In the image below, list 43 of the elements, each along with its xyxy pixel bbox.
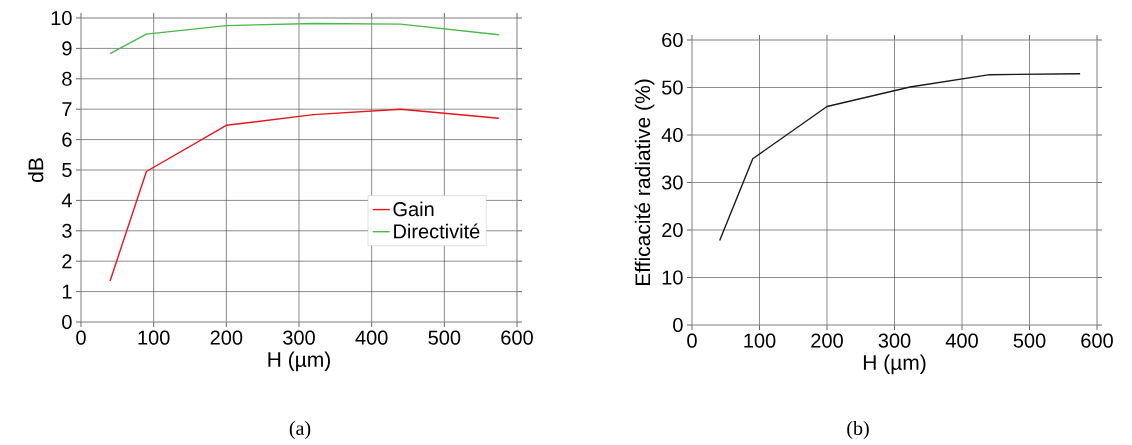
x-tick-label: 500 <box>428 330 461 345</box>
y-tick-label: 9 <box>62 41 72 56</box>
x-tick-label: 0 <box>76 330 86 345</box>
y-tick-label: 6 <box>62 132 72 147</box>
line-series <box>718 73 1081 242</box>
y-tick-label: 2 <box>62 254 72 269</box>
y-tick-label: 3 <box>62 223 72 238</box>
line-series <box>109 108 500 282</box>
y-tick-label: 10 <box>51 10 72 26</box>
x-tick-label: 400 <box>945 333 978 348</box>
x-axis-title: H (µm) <box>863 354 926 375</box>
x-tick-label: 0 <box>687 333 697 348</box>
y-tick-label: 1 <box>62 284 72 299</box>
x-tick-label: 200 <box>210 330 243 345</box>
text: (b) <box>847 420 869 440</box>
y-tick-label: 4 <box>61 193 72 208</box>
text: (a) <box>289 420 311 440</box>
legend-label: Directivité <box>394 223 480 239</box>
x-tick-label: 400 <box>355 330 388 345</box>
y-tick-label: 5 <box>62 163 72 177</box>
line-series <box>109 22 500 55</box>
x-tick-label: 600 <box>1081 333 1113 348</box>
y-tick-label: 60 <box>662 32 683 48</box>
x-tick-label: 500 <box>1013 333 1046 348</box>
x-tick-label: 200 <box>811 333 843 348</box>
x-axis-title: H (µm) <box>268 351 330 372</box>
x-tick-label: 100 <box>744 333 776 348</box>
y-axis-title: dB <box>27 158 44 182</box>
y-tick-label: 30 <box>662 175 683 190</box>
y-tick-label: 10 <box>662 270 683 285</box>
y-tick-label: 20 <box>662 222 683 238</box>
y-tick-label: 7 <box>62 102 72 117</box>
y-axis-title: Efficacité radiative (%) <box>634 79 655 286</box>
y-tick-label: 0 <box>62 314 72 330</box>
x-tick-label: 300 <box>878 333 911 348</box>
x-tick-label: 100 <box>138 330 170 345</box>
x-tick-label: 600 <box>501 330 533 345</box>
y-tick-label: 50 <box>662 80 683 95</box>
y-tick-label: 8 <box>62 71 72 86</box>
y-tick-label: 0 <box>673 317 683 333</box>
legend-label: Gain <box>393 201 434 217</box>
y-tick-label: 40 <box>661 127 683 143</box>
x-tick-label: 300 <box>283 330 315 345</box>
